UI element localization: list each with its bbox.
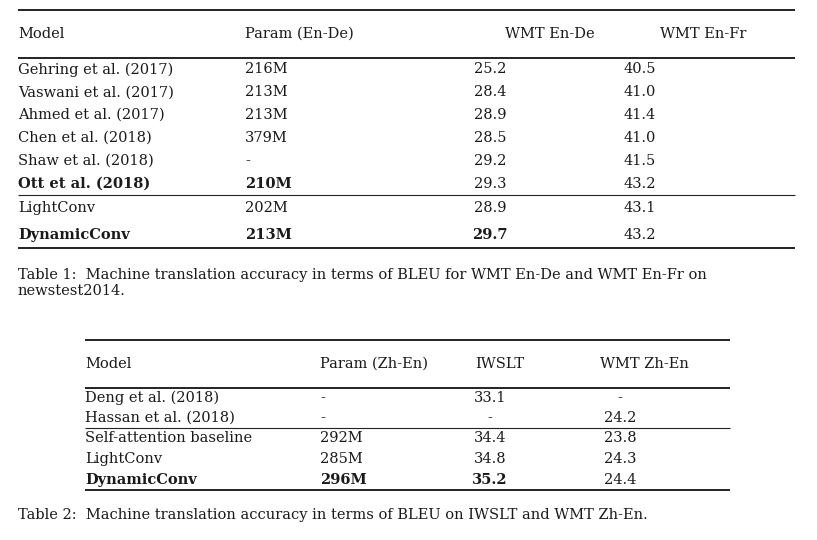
Text: 210M: 210M [245, 177, 292, 191]
Text: 379M: 379M [245, 131, 288, 145]
Text: Table 2:  Machine translation accuracy in terms of BLEU on IWSLT and WMT Zh-En.: Table 2: Machine translation accuracy in… [18, 508, 648, 522]
Text: Hassan et al. (2018): Hassan et al. (2018) [85, 411, 234, 425]
Text: 28.5: 28.5 [474, 131, 507, 145]
Text: Ahmed et al. (2017): Ahmed et al. (2017) [18, 108, 164, 122]
Text: 29.7: 29.7 [472, 228, 507, 242]
Text: -: - [320, 411, 325, 425]
Text: -: - [245, 154, 250, 168]
Text: 23.8: 23.8 [604, 431, 636, 446]
Text: Deng et al. (2018): Deng et al. (2018) [85, 391, 219, 405]
Text: 24.2: 24.2 [604, 411, 636, 425]
Text: 43.1: 43.1 [624, 201, 656, 215]
Text: 213M: 213M [245, 108, 288, 122]
Text: 41.0: 41.0 [624, 131, 656, 145]
Text: 28.4: 28.4 [474, 85, 507, 99]
Text: 25.2: 25.2 [474, 63, 507, 77]
Text: 292M: 292M [320, 431, 363, 446]
Text: Param (Zh-En): Param (Zh-En) [320, 357, 428, 371]
Text: 33.1: 33.1 [474, 391, 507, 405]
Text: Model: Model [85, 357, 132, 371]
Text: 213M: 213M [245, 85, 288, 99]
Text: WMT En-De: WMT En-De [505, 27, 595, 41]
Text: 24.3: 24.3 [604, 452, 636, 466]
Text: LightConv: LightConv [18, 201, 95, 215]
Text: Table 1:  Machine translation accuracy in terms of BLEU for WMT En-De and WMT En: Table 1: Machine translation accuracy in… [18, 268, 707, 298]
Text: 43.2: 43.2 [623, 228, 656, 242]
Text: 43.2: 43.2 [623, 177, 656, 191]
Text: 40.5: 40.5 [623, 63, 656, 77]
Text: LightConv: LightConv [85, 452, 162, 466]
Text: 213M: 213M [245, 228, 292, 242]
Text: 35.2: 35.2 [472, 472, 508, 487]
Text: 216M: 216M [245, 63, 288, 77]
Text: -: - [618, 391, 623, 405]
Text: DynamicConv: DynamicConv [85, 472, 197, 487]
Text: IWSLT: IWSLT [475, 357, 525, 371]
Text: Vaswani et al. (2017): Vaswani et al. (2017) [18, 85, 174, 99]
Text: WMT En-Fr: WMT En-Fr [660, 27, 747, 41]
Text: Ott et al. (2018): Ott et al. (2018) [18, 177, 150, 191]
Text: 24.4: 24.4 [604, 472, 636, 487]
Text: 41.0: 41.0 [624, 85, 656, 99]
Text: 34.8: 34.8 [474, 452, 507, 466]
Text: 28.9: 28.9 [474, 108, 507, 122]
Text: 202M: 202M [245, 201, 288, 215]
Text: 41.4: 41.4 [624, 108, 656, 122]
Text: 29.2: 29.2 [474, 154, 507, 168]
Text: 34.4: 34.4 [474, 431, 507, 446]
Text: DynamicConv: DynamicConv [18, 228, 130, 242]
Text: 41.5: 41.5 [624, 154, 656, 168]
Text: -: - [320, 391, 325, 405]
Text: Gehring et al. (2017): Gehring et al. (2017) [18, 62, 173, 77]
Text: WMT Zh-En: WMT Zh-En [600, 357, 689, 371]
Text: Param (En-De): Param (En-De) [245, 27, 354, 41]
Text: 296M: 296M [320, 472, 367, 487]
Text: 29.3: 29.3 [474, 177, 507, 191]
Text: -: - [488, 411, 493, 425]
Text: Chen et al. (2018): Chen et al. (2018) [18, 131, 152, 145]
Text: Self-attention baseline: Self-attention baseline [85, 431, 252, 446]
Text: 28.9: 28.9 [474, 201, 507, 215]
Text: Shaw et al. (2018): Shaw et al. (2018) [18, 154, 154, 168]
Text: 285M: 285M [320, 452, 363, 466]
Text: Model: Model [18, 27, 65, 41]
